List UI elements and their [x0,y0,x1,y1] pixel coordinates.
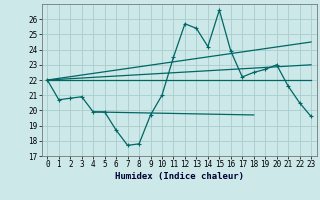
X-axis label: Humidex (Indice chaleur): Humidex (Indice chaleur) [115,172,244,181]
